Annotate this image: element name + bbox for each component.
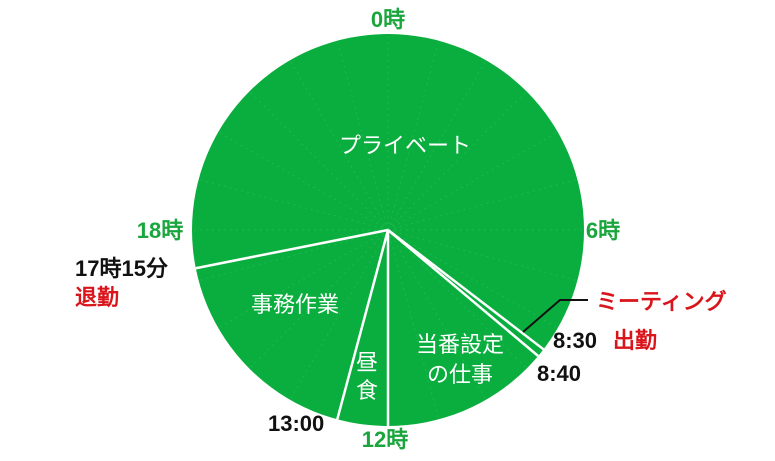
hour-guide-ray	[218, 131, 389, 231]
hour-guide-ray	[387, 229, 527, 369]
hour-guide-ray	[289, 60, 389, 231]
segment-label-2-line-1: の仕事	[427, 362, 493, 387]
segment-divider-0	[195, 228, 389, 270]
segment-label-4: 事務作業	[251, 292, 339, 317]
hour-guide-ray	[387, 229, 440, 420]
time-annotation-0: 8:30	[553, 328, 597, 353]
hour-guide-ray	[198, 178, 389, 231]
hour-guide-ray	[387, 131, 558, 231]
hour-mark-0: 0時	[371, 7, 405, 32]
segment-label-2-line-0: 当番設定	[416, 332, 504, 357]
time-annotation-note-3: 退勤	[75, 285, 119, 310]
hour-guide-ray	[387, 229, 487, 400]
hour-guide-ray	[387, 229, 558, 329]
callout-label: ミーティング	[596, 289, 727, 314]
time-annotation-note-0: 出勤	[613, 328, 657, 353]
hour-guide-ray	[387, 40, 440, 231]
segment-divider-2	[387, 229, 539, 357]
hour-guide-ray	[387, 229, 578, 282]
time-annotation-3: 17時15分	[75, 256, 168, 281]
hour-guide-ray	[387, 60, 487, 231]
hour-guide-ray	[387, 91, 527, 231]
segment-divider-4	[336, 229, 390, 420]
hour-mark-3: 18時	[137, 218, 183, 243]
hour-guide-ray	[198, 229, 389, 282]
time-annotation-2: 13:00	[268, 411, 324, 436]
hour-guide-ray	[336, 40, 389, 231]
callout-leader-line	[522, 299, 588, 333]
segment-label-3-line-1: 食	[356, 378, 378, 403]
segment-label-0: プライベート	[339, 133, 471, 158]
hour-guide-ray	[218, 229, 389, 329]
segment-divider-1	[387, 229, 545, 351]
hour-guide-ray	[289, 229, 389, 400]
hour-guide-ray	[249, 229, 389, 369]
segment-label-3-line-0: 昼	[356, 350, 378, 375]
hour-guide-ray	[387, 178, 578, 231]
hour-guide-ray	[249, 91, 389, 231]
time-annotation-1: 8:40	[537, 361, 581, 386]
hour-mark-2: 12時	[362, 427, 408, 452]
hour-mark-1: 6時	[586, 218, 620, 243]
